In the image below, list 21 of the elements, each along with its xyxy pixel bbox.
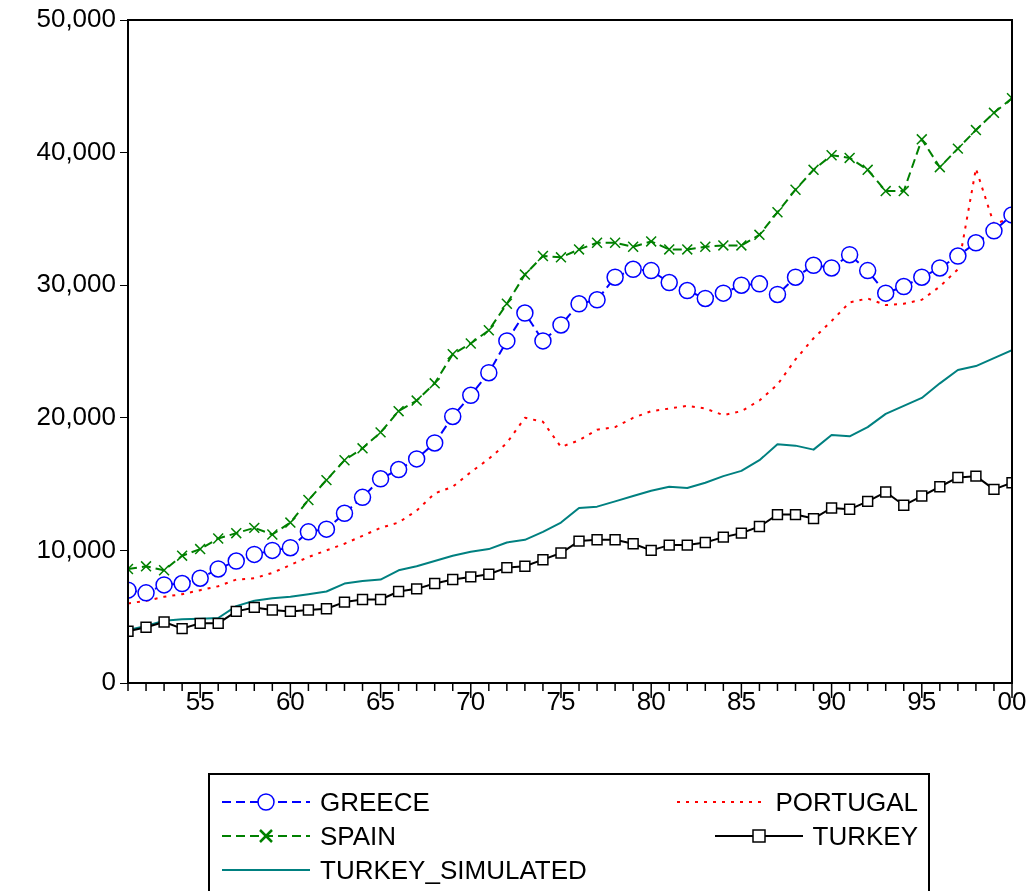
x-tick-label: 60 <box>275 685 305 716</box>
x-tick-label: 65 <box>366 685 396 716</box>
x-tick-label: 70 <box>456 685 486 716</box>
y-tick-label: 10,000 <box>36 533 116 564</box>
y-tick-label: 0 <box>101 666 116 697</box>
x-tick-label: 80 <box>636 685 666 716</box>
x-tick-label: 95 <box>907 685 937 716</box>
x-tick-label: 85 <box>726 685 756 716</box>
legend-label: GREECE <box>320 786 430 818</box>
x-tick-label: 00 <box>997 685 1027 716</box>
x-tick-label: 55 <box>185 685 215 716</box>
legend-label: TURKEY <box>812 820 918 852</box>
legend-label: SPAIN <box>320 820 397 852</box>
legend-label: PORTUGAL <box>775 786 918 818</box>
x-tick-label: 75 <box>546 685 576 716</box>
y-tick-label: 50,000 <box>36 3 116 34</box>
y-tick-label: 40,000 <box>36 135 116 166</box>
x-tick-label: 90 <box>817 685 847 716</box>
y-tick-label: 20,000 <box>36 400 116 431</box>
legend-label: TURKEY_SIMULATED <box>320 854 587 886</box>
y-tick-label: 30,000 <box>36 268 116 299</box>
